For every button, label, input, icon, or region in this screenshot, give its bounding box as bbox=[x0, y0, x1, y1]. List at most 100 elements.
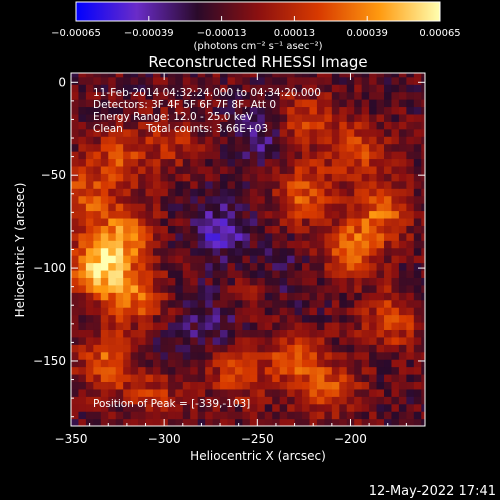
heatmap-cell bbox=[115, 113, 124, 122]
heatmap-cell bbox=[242, 151, 251, 160]
heatmap-cell bbox=[324, 359, 333, 368]
heatmap-cell bbox=[100, 329, 109, 338]
heatmap-cell bbox=[369, 314, 378, 323]
heatmap-cell bbox=[138, 262, 147, 271]
heatmap-cell bbox=[421, 158, 425, 167]
heatmap-cell bbox=[391, 418, 400, 426]
heatmap-cell bbox=[160, 225, 169, 234]
heatmap-cell bbox=[100, 396, 109, 405]
heatmap-cell bbox=[324, 195, 333, 204]
heatmap-cell bbox=[421, 255, 425, 264]
heatmap-cell bbox=[331, 225, 340, 234]
heatmap-cell bbox=[272, 307, 281, 316]
heatmap-cell bbox=[212, 366, 221, 375]
heatmap-cell bbox=[346, 321, 355, 330]
heatmap-cell bbox=[272, 158, 281, 167]
heatmap-cell bbox=[145, 106, 154, 115]
heatmap-cell bbox=[369, 173, 378, 182]
heatmap-cell bbox=[234, 188, 244, 197]
heatmap-cell bbox=[302, 403, 311, 412]
heatmap-cell bbox=[182, 158, 191, 167]
heatmap-cell bbox=[182, 277, 191, 286]
heatmap-cell bbox=[85, 262, 94, 271]
heatmap-cell bbox=[331, 366, 340, 375]
heatmap-cell bbox=[205, 180, 214, 189]
heatmap-cell bbox=[115, 158, 124, 167]
heatmap-cell bbox=[294, 113, 303, 122]
heatmap-cell bbox=[324, 336, 333, 345]
heatmap-cell bbox=[85, 106, 94, 115]
heatmap-cell bbox=[234, 136, 244, 145]
heatmap-cell bbox=[71, 195, 80, 204]
heatmap-cell bbox=[167, 73, 176, 78]
heatmap-cell bbox=[257, 277, 266, 286]
heatmap-cell bbox=[257, 307, 266, 316]
heatmap-cell bbox=[316, 269, 325, 278]
heatmap-cell bbox=[205, 277, 214, 286]
heatmap-cell bbox=[145, 210, 154, 219]
heatmap-cell bbox=[331, 113, 340, 122]
heatmap-cell bbox=[257, 232, 266, 241]
heatmap-cell bbox=[354, 121, 363, 130]
heatmap-cell bbox=[346, 203, 355, 212]
heatmap-cell bbox=[138, 277, 147, 286]
heatmap-cell bbox=[346, 121, 355, 130]
heatmap-cell bbox=[138, 106, 147, 115]
heatmap-cell bbox=[85, 299, 94, 308]
heatmap-cell bbox=[354, 173, 363, 182]
heatmap-cell bbox=[175, 165, 184, 174]
heatmap-cell bbox=[384, 336, 393, 345]
heatmap-cell bbox=[197, 299, 206, 308]
heatmap-cell bbox=[152, 210, 162, 219]
heatmap-cell bbox=[287, 247, 296, 256]
heatmap-cell bbox=[331, 329, 340, 338]
heatmap-cell bbox=[242, 225, 251, 234]
heatmap-cell bbox=[160, 180, 169, 189]
heatmap-cell bbox=[339, 99, 348, 108]
heatmap-cell bbox=[130, 359, 139, 368]
heatmap-cell bbox=[413, 255, 422, 264]
heatmap-cell bbox=[212, 91, 221, 100]
heatmap-cell bbox=[331, 359, 340, 368]
heatmap-cell bbox=[279, 210, 288, 219]
heatmap-cell bbox=[212, 314, 221, 323]
heatmap-cell bbox=[324, 73, 333, 78]
heatmap-cell bbox=[413, 84, 422, 93]
heatmap-cell bbox=[391, 247, 400, 256]
heatmap-cell bbox=[361, 351, 370, 360]
heatmap-cell bbox=[130, 99, 139, 108]
heatmap-cell bbox=[339, 128, 348, 137]
heatmap-cell bbox=[406, 158, 415, 167]
heatmap-cell bbox=[145, 292, 154, 301]
heatmap-cell bbox=[309, 225, 318, 234]
heatmap-cell bbox=[78, 329, 87, 338]
heatmap-cell bbox=[108, 217, 117, 226]
heatmap-cell bbox=[413, 292, 422, 301]
heatmap-cell bbox=[324, 388, 333, 397]
heatmap-cell bbox=[249, 210, 258, 219]
heatmap-cell bbox=[309, 121, 318, 130]
heatmap-cell bbox=[93, 247, 102, 256]
heatmap-cell bbox=[279, 262, 288, 271]
heatmap-cell bbox=[391, 173, 400, 182]
heatmap-cell bbox=[384, 113, 393, 122]
heatmap-cell bbox=[391, 158, 400, 167]
heatmap-cell bbox=[160, 195, 169, 204]
heatmap-cell bbox=[212, 373, 221, 383]
heatmap-cell bbox=[197, 210, 206, 219]
heatmap-cell bbox=[324, 143, 333, 152]
heatmap-cell bbox=[182, 247, 191, 256]
heatmap-cell bbox=[279, 217, 288, 226]
heatmap-cell bbox=[413, 247, 422, 256]
heatmap-cell bbox=[234, 240, 244, 249]
heatmap-cell bbox=[354, 225, 363, 234]
heatmap-cell bbox=[197, 203, 206, 212]
x-axis-label: Heliocentric X (arcsec) bbox=[190, 449, 326, 463]
heatmap-cell bbox=[316, 359, 325, 368]
heatmap-cell bbox=[175, 403, 184, 412]
heatmap-cell bbox=[220, 143, 229, 152]
heatmap-cell bbox=[234, 180, 244, 189]
heatmap-cell bbox=[331, 173, 340, 182]
heatmap-cell bbox=[398, 373, 407, 383]
heatmap-cell bbox=[302, 299, 311, 308]
